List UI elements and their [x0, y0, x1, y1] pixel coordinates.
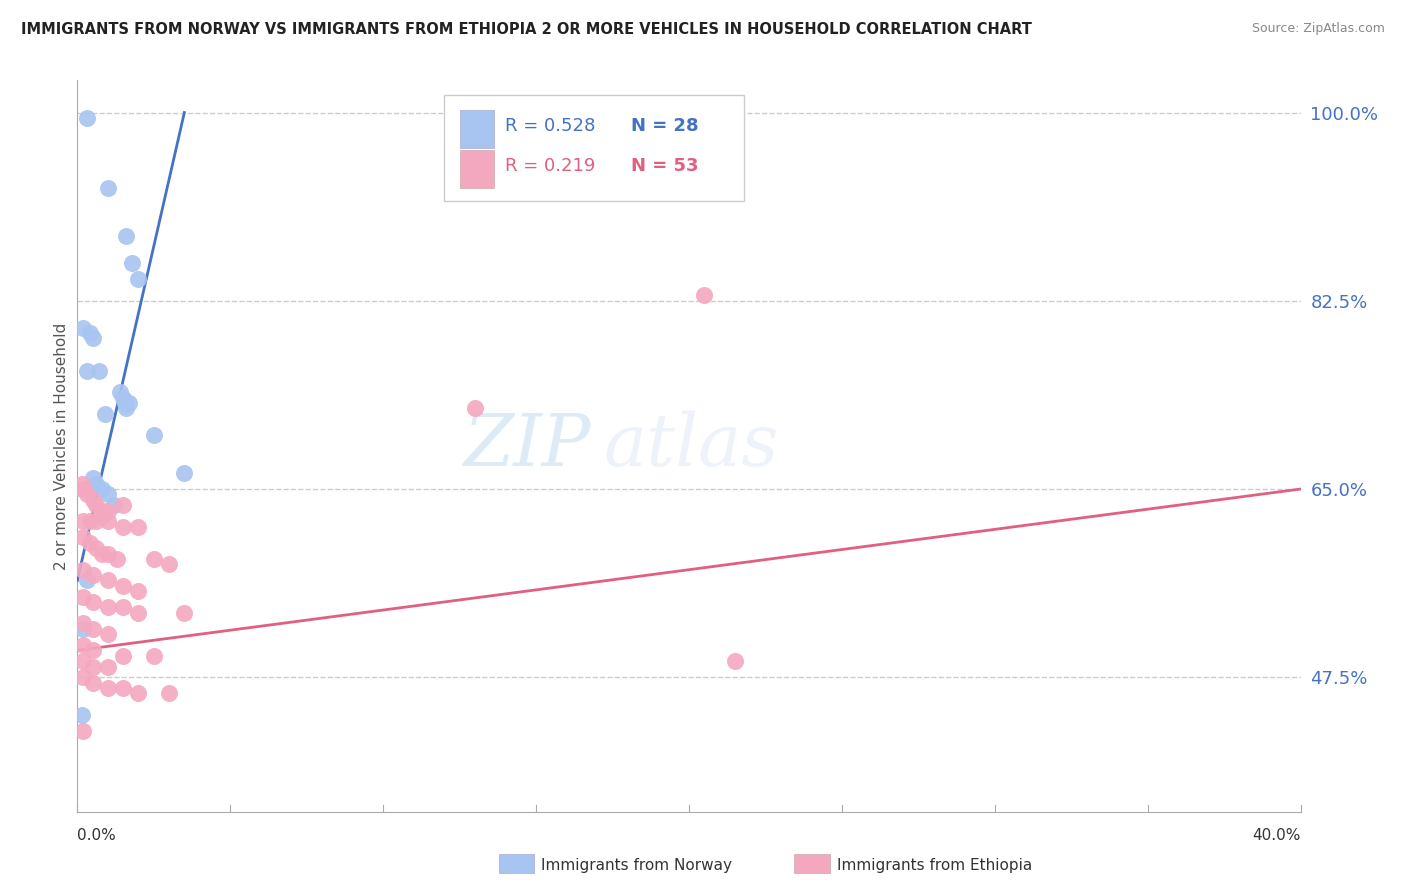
Text: Immigrants from Norway: Immigrants from Norway: [541, 858, 733, 872]
Point: [82, 568, 104, 582]
Point: [90, 482, 112, 496]
Point: [97, 574, 120, 588]
Point: [112, 648, 135, 663]
Point: [72, 590, 94, 604]
Text: R = 0.528: R = 0.528: [506, 118, 596, 136]
Point: [70, 707, 93, 722]
Point: [97, 503, 120, 517]
Point: [97, 514, 120, 528]
Point: [72, 616, 94, 631]
Y-axis label: 2 or more Vehicles in Household: 2 or more Vehicles in Household: [53, 322, 69, 570]
Point: [127, 686, 149, 700]
Point: [127, 606, 149, 620]
Point: [84, 498, 107, 512]
Point: [112, 519, 135, 533]
FancyBboxPatch shape: [460, 111, 495, 148]
Point: [127, 584, 149, 599]
Point: [118, 396, 141, 410]
Point: [90, 503, 112, 517]
Point: [112, 498, 135, 512]
Point: [72, 724, 94, 739]
Point: [693, 288, 716, 302]
Point: [90, 508, 112, 523]
Point: [97, 659, 120, 673]
Point: [82, 471, 104, 485]
Point: [72, 320, 94, 334]
Point: [87, 364, 110, 378]
Point: [70, 476, 93, 491]
Point: [82, 622, 104, 636]
Point: [108, 385, 131, 400]
Point: [79, 326, 101, 340]
Point: [112, 391, 135, 405]
Point: [157, 686, 180, 700]
Text: 40.0%: 40.0%: [1253, 828, 1301, 843]
Point: [97, 600, 120, 615]
Point: [115, 229, 138, 244]
Point: [72, 482, 94, 496]
Point: [84, 514, 107, 528]
Point: [103, 498, 125, 512]
Point: [97, 181, 120, 195]
Point: [72, 563, 94, 577]
Point: [173, 606, 195, 620]
Point: [72, 654, 94, 668]
Point: [82, 643, 104, 657]
Point: [72, 622, 94, 636]
FancyBboxPatch shape: [460, 150, 495, 188]
Point: [112, 681, 135, 695]
Point: [114, 396, 136, 410]
Text: 0.0%: 0.0%: [77, 828, 117, 843]
Point: [97, 487, 120, 501]
Point: [157, 558, 180, 572]
Point: [82, 595, 104, 609]
Point: [97, 681, 120, 695]
Point: [84, 541, 107, 556]
Point: [97, 547, 120, 561]
Text: ZIP: ZIP: [464, 410, 591, 482]
Point: [631, 105, 654, 120]
Point: [127, 519, 149, 533]
Text: atlas: atlas: [603, 410, 779, 482]
Point: [142, 648, 165, 663]
Point: [94, 407, 117, 421]
Point: [79, 514, 101, 528]
Point: [72, 670, 94, 684]
Point: [82, 675, 104, 690]
Text: N = 53: N = 53: [631, 157, 699, 175]
Point: [76, 111, 98, 125]
Point: [82, 331, 104, 345]
Point: [112, 600, 135, 615]
Text: Immigrants from Ethiopia: Immigrants from Ethiopia: [837, 858, 1032, 872]
Point: [72, 638, 94, 652]
Point: [76, 364, 98, 378]
Point: [724, 654, 747, 668]
Point: [464, 401, 486, 416]
Point: [173, 466, 195, 480]
Point: [121, 256, 143, 270]
Point: [142, 428, 165, 442]
Point: [76, 574, 98, 588]
Point: [79, 536, 101, 550]
Point: [84, 476, 107, 491]
Point: [82, 492, 104, 507]
Point: [112, 579, 135, 593]
FancyBboxPatch shape: [444, 95, 744, 201]
Point: [90, 547, 112, 561]
Point: [72, 530, 94, 544]
Text: N = 28: N = 28: [631, 118, 699, 136]
Text: R = 0.219: R = 0.219: [506, 157, 596, 175]
Point: [82, 659, 104, 673]
Point: [97, 627, 120, 641]
Point: [72, 482, 94, 496]
Point: [127, 272, 149, 286]
Point: [142, 552, 165, 566]
Text: IMMIGRANTS FROM NORWAY VS IMMIGRANTS FROM ETHIOPIA 2 OR MORE VEHICLES IN HOUSEHO: IMMIGRANTS FROM NORWAY VS IMMIGRANTS FRO…: [21, 22, 1032, 37]
Point: [76, 487, 98, 501]
Point: [105, 552, 128, 566]
Point: [72, 514, 94, 528]
Point: [115, 401, 138, 416]
Text: Source: ZipAtlas.com: Source: ZipAtlas.com: [1251, 22, 1385, 36]
